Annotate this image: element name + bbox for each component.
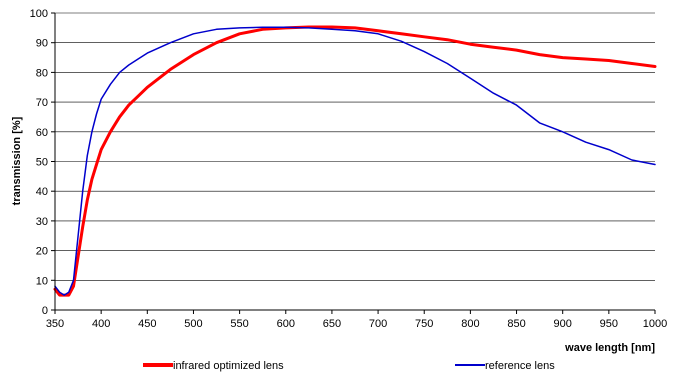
y-tick-label: 60 <box>36 127 48 139</box>
y-tick-label: 80 <box>36 67 48 79</box>
series-line-reference <box>54 26 656 296</box>
x-tick-label: 450 <box>138 318 156 330</box>
x-tick-label: 350 <box>46 318 64 330</box>
x-tick-label: 900 <box>554 318 572 330</box>
x-tick-label: 550 <box>230 318 248 330</box>
y-tick-label: 40 <box>36 186 48 198</box>
y-tick-label: 90 <box>36 38 48 50</box>
y-tick-label: 20 <box>36 246 48 258</box>
x-tick-label: 600 <box>277 318 295 330</box>
x-tick-label: 400 <box>92 318 110 330</box>
y-tick-label: 100 <box>30 8 48 20</box>
series-line-infrared-optimized <box>53 25 657 297</box>
x-tick-label: 700 <box>369 318 387 330</box>
legend-label-reference: reference lens <box>485 360 555 372</box>
x-tick-label: 950 <box>600 318 618 330</box>
grid-lines <box>55 12 655 311</box>
y-tick-label: 70 <box>36 97 48 109</box>
y-tick-label: 50 <box>36 157 48 169</box>
x-tick-label: 750 <box>415 318 433 330</box>
y-axis-title: transmission [%] <box>11 116 23 205</box>
series-lines <box>53 25 657 297</box>
y-tick-label: 30 <box>36 216 48 228</box>
x-tick-label: 1000 <box>643 318 667 330</box>
y-axis-ticks: 0 10 20 30 40 50 60 70 80 90 100 <box>30 8 55 317</box>
x-axis-title: wave length [nm] <box>564 342 655 354</box>
y-tick-label: 10 <box>36 275 48 287</box>
x-tick-label: 500 <box>184 318 202 330</box>
x-tick-label: 650 <box>323 318 341 330</box>
x-tick-label: 800 <box>461 318 479 330</box>
legend-label-infrared-optimized: infrared optimized lens <box>173 360 284 372</box>
legend: infrared optimized lens reference lens <box>143 360 555 372</box>
y-tick-label: 0 <box>42 305 48 317</box>
x-axis-ticks: 350 400 450 500 550 600 650 700 750 800 850 900 950 1… <box>46 310 667 330</box>
x-tick-label: 850 <box>507 318 525 330</box>
